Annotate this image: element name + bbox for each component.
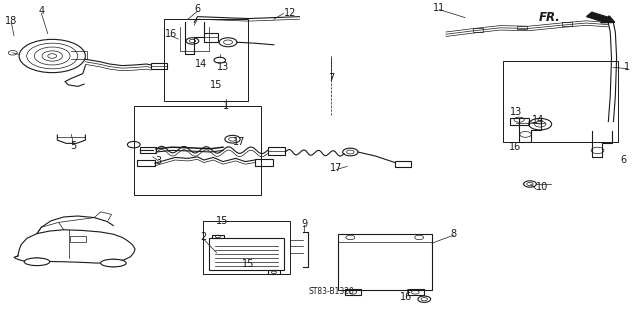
Bar bbox=[151, 63, 167, 69]
Text: 10: 10 bbox=[536, 182, 548, 192]
Ellipse shape bbox=[24, 258, 50, 266]
Bar bbox=[562, 22, 572, 26]
Text: 1: 1 bbox=[223, 100, 229, 111]
Bar bbox=[203, 221, 290, 274]
Bar bbox=[473, 28, 483, 32]
Text: 14: 14 bbox=[194, 59, 207, 69]
Bar bbox=[268, 270, 280, 274]
Text: 17: 17 bbox=[330, 163, 343, 173]
Bar bbox=[510, 118, 529, 125]
Text: 15: 15 bbox=[215, 216, 228, 226]
Text: 5: 5 bbox=[70, 140, 76, 151]
Bar bbox=[137, 160, 155, 166]
Text: 14: 14 bbox=[532, 115, 545, 125]
Text: 7: 7 bbox=[328, 73, 334, 84]
Text: 3: 3 bbox=[155, 156, 161, 166]
Text: 16: 16 bbox=[164, 28, 177, 39]
Text: 13: 13 bbox=[217, 62, 229, 72]
Bar bbox=[338, 234, 432, 290]
Text: 13: 13 bbox=[510, 107, 522, 117]
Text: 15: 15 bbox=[242, 259, 255, 269]
Bar bbox=[395, 161, 411, 167]
Bar bbox=[268, 147, 285, 155]
Text: 6: 6 bbox=[620, 155, 626, 165]
Bar bbox=[408, 289, 424, 295]
Text: 4: 4 bbox=[38, 6, 45, 16]
Bar bbox=[212, 235, 224, 238]
Bar bbox=[345, 289, 361, 295]
Bar bbox=[503, 61, 618, 142]
Text: FR.: FR. bbox=[539, 11, 561, 24]
Bar bbox=[140, 147, 156, 153]
Text: 9: 9 bbox=[301, 219, 308, 229]
Text: 8: 8 bbox=[450, 228, 457, 239]
Bar bbox=[70, 236, 86, 242]
Bar bbox=[204, 33, 218, 42]
Text: 12: 12 bbox=[283, 8, 296, 18]
Ellipse shape bbox=[101, 259, 126, 267]
Text: 17: 17 bbox=[233, 137, 245, 148]
Text: 16: 16 bbox=[400, 292, 413, 302]
Bar bbox=[134, 106, 261, 195]
Bar bbox=[209, 238, 284, 270]
Text: 2: 2 bbox=[201, 232, 207, 243]
Text: 18: 18 bbox=[5, 16, 18, 26]
Text: 6: 6 bbox=[194, 4, 201, 14]
Text: 11: 11 bbox=[433, 3, 446, 13]
Text: 15: 15 bbox=[210, 80, 223, 90]
Text: 1: 1 bbox=[624, 62, 631, 72]
Bar bbox=[164, 19, 248, 101]
Bar bbox=[517, 26, 527, 29]
Text: ST83-B1320: ST83-B1320 bbox=[308, 287, 354, 296]
Text: 16: 16 bbox=[508, 142, 521, 152]
FancyArrow shape bbox=[587, 12, 615, 23]
Bar bbox=[255, 159, 273, 166]
